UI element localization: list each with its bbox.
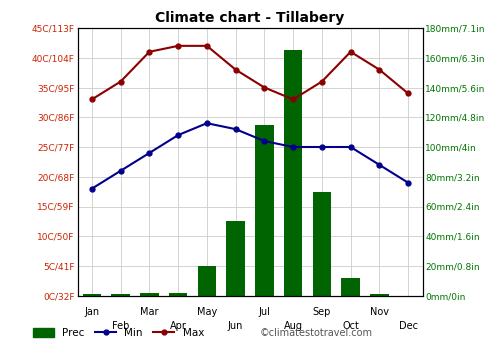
Text: Dec: Dec: [398, 321, 417, 331]
Text: Sep: Sep: [312, 307, 331, 317]
Text: Jul: Jul: [258, 307, 270, 317]
Text: Jan: Jan: [84, 307, 100, 317]
Bar: [312, 192, 331, 296]
Bar: [82, 294, 101, 296]
Text: Jun: Jun: [228, 321, 244, 331]
Bar: [112, 294, 130, 296]
Text: May: May: [197, 307, 217, 317]
Text: Apr: Apr: [170, 321, 186, 331]
Text: Feb: Feb: [112, 321, 130, 331]
Bar: [169, 293, 188, 296]
Bar: [255, 125, 274, 296]
Legend: Prec, Min, Max: Prec, Min, Max: [30, 325, 207, 341]
Text: Mar: Mar: [140, 307, 158, 317]
Bar: [284, 50, 302, 296]
Text: Aug: Aug: [284, 321, 302, 331]
Bar: [370, 294, 388, 296]
Text: Oct: Oct: [342, 321, 359, 331]
Bar: [140, 293, 158, 296]
Bar: [198, 266, 216, 296]
Text: Nov: Nov: [370, 307, 389, 317]
Bar: [226, 222, 245, 296]
Title: Climate chart - Tillabery: Climate chart - Tillabery: [156, 12, 344, 26]
Text: ©climatestotravel.com: ©climatestotravel.com: [260, 328, 373, 338]
Bar: [342, 278, 360, 296]
